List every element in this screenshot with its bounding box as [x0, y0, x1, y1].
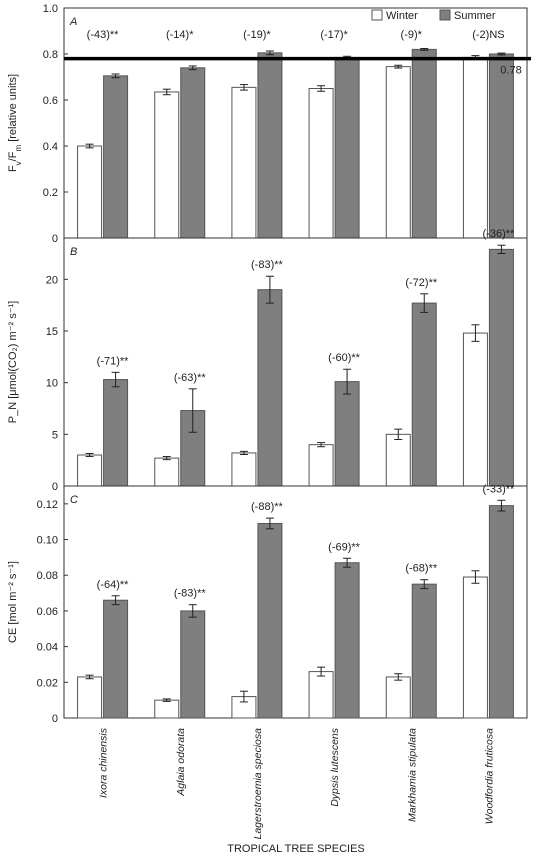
y-axis-label: Fv/Fm [relative units] [7, 74, 23, 172]
significance-label: (-33)** [483, 483, 516, 495]
bar-winter-aglaia-odorata [154, 699, 180, 719]
significance-label: (-63)** [174, 372, 207, 384]
significance-label: (-19)* [243, 29, 271, 41]
bar-winter-woodfordia-fruticosa [462, 576, 488, 719]
bar-winter-ixora-chinensis [77, 676, 103, 719]
significance-label: (-43)** [87, 29, 120, 41]
y-tick-label: 0 [52, 481, 58, 493]
bar-winter-dypsis-lutescens [308, 671, 334, 719]
y-tick-label: 20 [46, 274, 58, 286]
y-tick-label: 0.02 [37, 677, 58, 689]
y-tick-label: 10 [46, 378, 58, 390]
species-label-woodfordia-fruticosa: Woodfordia fruticosa [483, 728, 495, 824]
bar-summer-aglaia-odorata [180, 67, 206, 239]
panel-c: 0 0.02 0.04 0.06 0.08 0.10 0.12 C CE [mol m⁻² s⁻… [7, 483, 528, 725]
panel-frame [63, 7, 528, 239]
bar-winter-aglaia-odorata [154, 91, 180, 239]
significance-label: (-68)** [405, 563, 438, 575]
bar-summer-lagerstroemia-speciosa [257, 522, 283, 719]
bar-summer-markhamia-stipulata [411, 48, 437, 239]
bar-summer-ixora-chinensis [103, 75, 129, 239]
bar-summer-woodfordia-fruticosa [488, 248, 514, 487]
species-label-dypsis-lutescens: Dypsis lutescens [329, 727, 341, 807]
bar-winter-dypsis-lutescens [308, 88, 334, 239]
bar-summer-dypsis-lutescens [334, 381, 360, 487]
panel-a: 0 0.2 0.4 0.6 0.8 1.0 A Fv/Fm [relative units] (… [7, 3, 531, 245]
bar-summer-markhamia-stipulata [411, 302, 437, 487]
significance-label: (-72)** [405, 277, 438, 289]
panel-letter: C [70, 494, 78, 506]
panel-frame [63, 237, 528, 487]
legend-swatch-winter [371, 9, 383, 21]
bar-summer-lagerstroemia-speciosa [257, 289, 283, 487]
bar-summer-ixora-chinensis [103, 379, 129, 487]
significance-label: (-14)* [166, 29, 194, 41]
bar-summer-aglaia-odorata [180, 610, 206, 719]
y-axis-label: P_N [μmol(CO₂) m⁻² s⁻¹] [7, 301, 19, 423]
bar-winter-ixora-chinensis [77, 145, 103, 239]
bar-winter-lagerstroemia-speciosa [231, 86, 257, 239]
significance-label: (-17)* [320, 29, 348, 41]
y-tick-label: 15 [46, 326, 58, 338]
y-tick-label: 0.10 [37, 535, 58, 547]
bar-summer-dypsis-lutescens [334, 56, 360, 239]
bar-winter-markhamia-stipulata [385, 676, 411, 719]
bar-winter-ixora-chinensis [77, 454, 103, 487]
legend-swatch-summer [439, 9, 451, 21]
species-label-aglaia-odorata: Aglaia odorata [175, 728, 187, 797]
panels: 0 0.2 0.4 0.6 0.8 1.0 A Fv/Fm [relative units] (… [7, 3, 531, 725]
bar-summer-woodfordia-fruticosa [488, 53, 514, 239]
legend: Winter Summer [371, 9, 496, 22]
significance-label: (-83)** [174, 588, 207, 600]
species-label-lagerstroemia-speciosa: Lagerstroemia speciosa [252, 728, 264, 840]
significance-label: (-71)** [97, 355, 130, 367]
panel-letter: B [70, 246, 77, 258]
y-tick-label: 0.4 [43, 141, 58, 153]
x-axis-title: TROPICAL TREE SPECIES [227, 843, 365, 855]
y-tick-label: 0.2 [43, 187, 58, 199]
bar-winter-dypsis-lutescens [308, 444, 334, 487]
panel-b: 0 5 10 15 20 B P_N [μmol(CO₂) m⁻² s⁻¹] (-71)** (… [7, 228, 528, 493]
bar-summer-dypsis-lutescens [334, 562, 360, 719]
bar-winter-markhamia-stipulata [385, 66, 411, 239]
legend-label-summer: Summer [454, 10, 496, 22]
significance-label: (-88)** [251, 501, 284, 513]
bar-summer-woodfordia-fruticosa [488, 505, 514, 719]
species-label-markhamia-stipulata: Markhamia stipulata [406, 728, 418, 822]
bar-summer-markhamia-stipulata [411, 583, 437, 719]
significance-label: (-60)** [328, 352, 361, 364]
y-tick-label: 0.04 [37, 642, 58, 654]
reference-line-label: 0.78 [500, 65, 521, 77]
legend-label-winter: Winter [386, 10, 418, 22]
y-tick-label: 5 [52, 429, 58, 441]
panel-frame [63, 485, 528, 719]
panel-letter: A [69, 16, 77, 28]
y-tick-label: 0 [52, 233, 58, 245]
significance-label: (-83)** [251, 259, 284, 271]
y-tick-label: 0.06 [37, 606, 58, 618]
y-tick-label: 0 [52, 713, 58, 725]
bar-winter-woodfordia-fruticosa [462, 56, 488, 239]
significance-label: (-9)* [401, 29, 423, 41]
bar-summer-ixora-chinensis [103, 599, 129, 719]
y-axis-label: CE [mol m⁻² s⁻¹] [7, 561, 19, 643]
bar-winter-lagerstroemia-speciosa [231, 452, 257, 487]
species-axis-labels: Ixora chinensis Aglaia odorata Lagerstroem… [98, 727, 496, 839]
y-tick-label: 0.6 [43, 95, 58, 107]
bar-winter-markhamia-stipulata [385, 433, 411, 487]
species-label-ixora-chinensis: Ixora chinensis [98, 727, 110, 798]
y-tick-label: 0.12 [37, 499, 58, 511]
y-tick-label: 0.8 [43, 49, 58, 61]
bar-winter-aglaia-odorata [154, 457, 180, 487]
y-tick-label: 1.0 [43, 3, 58, 15]
significance-label: (-36)** [483, 228, 516, 240]
significance-label: (-2)NS [472, 29, 504, 41]
significance-label: (-64)** [97, 579, 130, 591]
significance-label: (-69)** [328, 541, 361, 553]
y-tick-label: 0.08 [37, 570, 58, 582]
bar-winter-woodfordia-fruticosa [462, 332, 488, 487]
bar-summer-lagerstroemia-speciosa [257, 52, 283, 239]
